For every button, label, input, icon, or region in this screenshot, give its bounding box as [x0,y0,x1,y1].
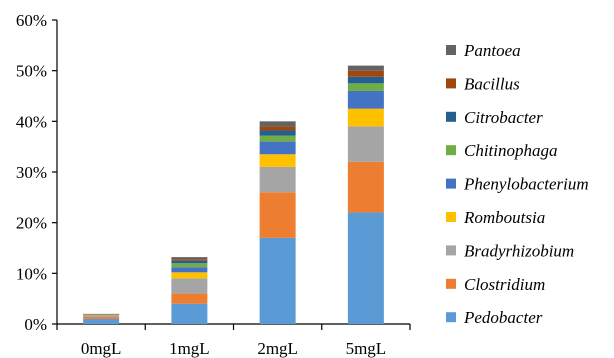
bar-segment [171,260,208,264]
y-tick-label: 20% [16,214,47,233]
legend-swatch [446,111,456,122]
bar-segment [259,121,296,127]
bar-segment [347,76,384,84]
legend-swatch [446,245,456,256]
bar-segment [259,126,296,131]
bar-segment [171,303,208,324]
y-tick-label: 0% [24,315,47,334]
legend-label: Citrobacter [464,108,543,127]
legend-swatch [446,145,456,156]
bar-segment [347,161,384,213]
legend-label: Clostridium [464,275,545,294]
bars [83,65,384,324]
bar-segment [347,212,384,324]
bar-segment [171,263,208,268]
x-tick-label: 2mgL [257,339,298,358]
bar-segment [259,166,296,193]
x-tick-label: 0mgL [81,339,122,358]
legend-label: Bradyrhizobium [464,241,574,260]
legend-swatch [446,45,456,55]
y-tick-label: 50% [16,62,47,81]
bar-segment [347,70,384,77]
legend-label: Romboutsia [463,208,545,227]
legend-label: Chitinophaga [464,141,558,160]
bar-segment [171,272,208,279]
bar-segment [83,315,120,317]
legend-label: Pedobacter [463,308,543,327]
x-tick-label: 5mgL [346,339,387,358]
legend-label: Pantoea [463,41,521,60]
bar-segment [347,126,384,162]
x-tick-label: 1mgL [169,339,210,358]
bar-segment [171,278,208,294]
y-tick-label: 30% [16,163,47,182]
bar-segment [83,316,120,319]
legend-swatch [446,212,456,222]
y-tick-label: 10% [16,264,47,283]
bar-segment [171,259,208,261]
legend-swatch [446,312,456,323]
y-tick-label: 60% [16,11,47,30]
bar-segment [259,154,296,167]
bar-segment [259,192,296,238]
bar-segment [171,267,208,273]
legend-label: Phenylobacterium [463,175,589,194]
x-axis: 0mgL 1mgL 2mgL 5mgL [56,323,411,358]
legend-label: Bacillus [464,74,520,93]
bar-segment [259,130,296,136]
bar-segment [259,135,296,142]
bar-segment [83,318,120,324]
bar-segment [347,108,384,127]
legend-swatch [446,278,456,289]
bar-segment [171,257,208,260]
bar-segment [347,83,384,91]
legend-swatch [446,78,456,89]
bar-segment [83,314,120,316]
bar-segment [259,141,296,155]
bar-segment [347,90,384,109]
bar-segment [171,293,208,304]
y-axis: 0% 10% 20% 30% 40% 50% 60% [16,11,58,334]
bar-segment [259,237,296,324]
bar-segment [347,65,384,71]
bar-segment [83,315,120,316]
y-tick-label: 40% [16,112,47,131]
legend: Pantoea Bacillus Citrobacter Chitinophaga Ph… [446,41,589,327]
legend-swatch [446,178,456,189]
